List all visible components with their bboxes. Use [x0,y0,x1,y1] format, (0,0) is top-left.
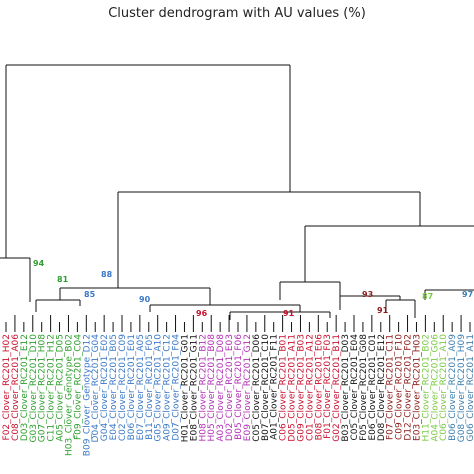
au-value: 91 [377,306,389,315]
au-value: 88 [101,270,113,279]
leaf-label: B09_Clover_Genotype_D12 [82,334,92,456]
leaf-label: E09_Clover_RC201_G12 [243,334,253,441]
leaf-label: A05_Clover_RC201_D05 [56,334,66,442]
leaf-label: G06_Clover_RC201_A11 [466,334,474,442]
leaf-label: D03_Clover_RC201_E12 [20,334,30,441]
leaf-label: D05_Clover_RC201_A11 [288,334,298,442]
leaf-label: H05_Clover_RC201_B08 [207,334,217,442]
au-value: 90 [139,295,151,304]
au-value-labels: 94 81 88 85 90 96 93 91 91 87 97 [33,259,473,318]
leaf-label: G04_Clover_RC201_E02 [100,334,110,441]
au-value: 94 [33,259,45,268]
leaf-label: G08_Clover_RC201_H09 [457,334,467,443]
leaf-label: D07_Clover_RC201_F04 [172,334,182,441]
leaf-label: H03_Clover_Genotype_B02 [64,334,74,456]
leaf-label: F07_Clover_RC201_C11 [386,334,396,440]
leaf-label: D08_Clover_RC201_E12 [377,334,387,441]
leaf-label: A09_Clover_RC201_C12 [163,334,173,441]
leaf-label: C01_Clover_RC201_A12 [305,334,315,441]
leaf-label: E03_Clover_RC201_H03 [412,334,422,441]
leaf-label: G07_Clover_RC201_H08 [38,334,48,443]
chart-title: Cluster dendrogram with AU values (%) [108,6,366,21]
au-value: 96 [196,309,208,318]
leaf-label: C05_Clover_RC201_D06 [252,334,262,442]
leaf-label: G05_Clover_RC201_A10 [154,334,164,442]
leaf-label: H08_Clover_RC201_B12 [198,334,208,441]
leaf-label: G03_Clover_RC201_D10 [29,334,39,443]
leaf-label: B07_Clover_RC201_C10 [261,334,271,441]
leaf-label: F01_Clover_RC201_F03 [323,334,333,439]
leaf-label: C06_Clover_RC201_A10 [439,334,449,441]
leaf-label: D04_Clover_RC201_G04 [91,334,101,443]
leaf-label: C11_Clover_RC201_H12 [47,334,57,442]
au-value: 81 [57,275,69,284]
leaf-label: E04_Clover_RC201_B05 [109,334,119,440]
leaf-label: H11_Clover_RC201_B02 [421,334,431,441]
leaf-label: B08_Clover_RC201_E06 [314,334,324,441]
leaf-labels: F02_Clover_RC201_H02C08_Clover_RC201_A06… [2,334,474,456]
au-value: 85 [84,290,96,299]
leaf-label: C05_Clover_RC201_E04 [350,334,360,441]
leaf-label: C09_Clover_RC201_F10 [395,334,405,440]
leaf-label: F02_Clover_RC201_H02 [2,334,12,440]
leaf-label: F09_Clover_RC201_C04 [73,334,83,440]
leaf-label: C02_Clover_RC201_C09 [118,334,128,441]
leaf-label: B06_Clover_RC201_E01 [127,334,137,440]
leaf-label: D02_Clover_RC201_E03 [225,334,235,441]
leaf-label: G09_Clover_RC201_B03 [296,334,306,442]
leaf-label: F05_Clover_RC201_G08 [359,334,369,441]
au-value: 87 [422,292,433,301]
leaf-label: A01_Clover_RC201_F11 [270,334,280,440]
au-value: 93 [362,290,373,299]
leaf-label: B03_Clover_RC201_D03 [341,334,351,442]
leaf-label: E06_Clover_RC201_C01 [368,334,378,441]
leaf-label: E08_Clover_RC201_G11 [189,334,199,441]
leaf-label: B05_Clover_RC201_F06 [234,334,244,440]
leaf-label: A03_Clover_RC201_D08 [216,334,226,442]
leaf-label: H01_Clover_RC201_G01 [180,334,190,442]
leaf-label: B11_Clover_RC201_F05 [145,334,155,440]
leaf-label: D12_Clover_RC201_F02 [404,334,414,441]
leaf-label: G02_Clover_RC201_B11 [332,334,342,442]
dendrogram-branches [0,64,474,332]
leaf-label: C08_Clover_RC201_A06 [11,334,21,441]
au-value: 97 [462,290,473,299]
leaf-label: B06_Clover_RC201_A09 [448,334,458,441]
au-value: 91 [283,309,295,318]
leaf-label: A04_Clover_RC201_G06 [430,334,440,442]
leaf-label: C06_Clover_RC201_B01 [279,334,289,441]
leaf-label: E07_Clover_RC201_A05 [136,334,146,440]
